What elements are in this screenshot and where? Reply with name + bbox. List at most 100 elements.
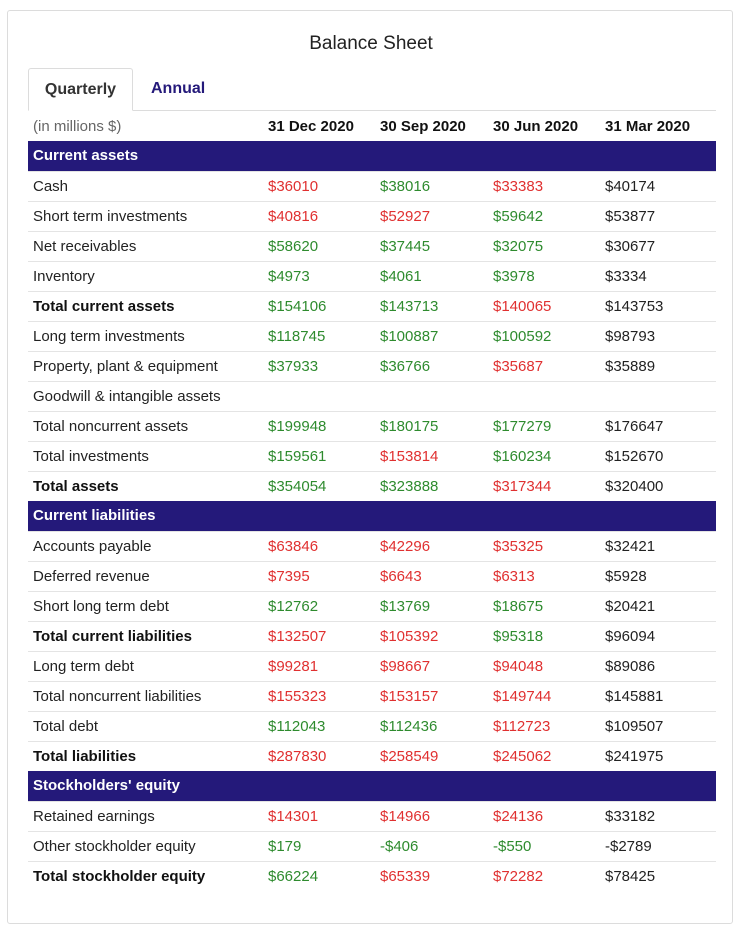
value-cell: $241975	[600, 740, 716, 771]
table-row: Short term investments $40816 $52927 $59642…	[28, 200, 716, 231]
row-label: Goodwill & intangible assets	[28, 380, 263, 411]
value-cell: $30677	[600, 230, 716, 261]
value-cell: $153157	[375, 680, 488, 711]
row-label: Total noncurrent assets	[28, 410, 263, 441]
row-label: Retained earnings	[28, 800, 263, 831]
value-cell: $35687	[488, 350, 600, 381]
value-cell: $3978	[488, 260, 600, 291]
table-row: Total noncurrent assets $199948 $180175 $17…	[28, 410, 716, 441]
tab-annual[interactable]: Annual	[151, 80, 206, 97]
value-cell: $32075	[488, 230, 600, 261]
value-cell: $179	[263, 830, 375, 861]
table-row: Long term debt $99281 $98667 $94048 $89086	[28, 650, 716, 681]
value-cell: $40174	[600, 170, 716, 201]
value-cell: $143753	[600, 290, 716, 321]
value-cell: $20421	[600, 590, 716, 621]
value-cell: $98667	[375, 650, 488, 681]
value-cell: $78425	[600, 860, 716, 891]
row-label: Long term debt	[28, 650, 263, 681]
value-cell: $320400	[600, 470, 716, 501]
value-cell: $100592	[488, 320, 600, 351]
section-header-row: Stockholders' equity	[28, 771, 716, 801]
value-cell: $180175	[375, 410, 488, 441]
table-row: Deferred revenue $7395 $6643 $6313 $5928	[28, 560, 716, 591]
row-label: Deferred revenue	[28, 560, 263, 591]
value-cell: $40816	[263, 200, 375, 231]
value-cell: $35325	[488, 530, 600, 561]
value-cell: $245062	[488, 740, 600, 771]
value-cell: $7395	[263, 560, 375, 591]
value-cell: $99281	[263, 650, 375, 681]
table-row: Short long term debt $12762 $13769 $18675 $2…	[28, 590, 716, 621]
value-cell: $143713	[375, 290, 488, 321]
value-cell: $287830	[263, 740, 375, 771]
row-label: Property, plant & equipment	[28, 350, 263, 381]
value-cell: $14966	[375, 800, 488, 831]
value-cell: $112043	[263, 710, 375, 741]
value-cell	[600, 380, 716, 411]
value-cell: $72282	[488, 860, 600, 891]
row-label: Total noncurrent liabilities	[28, 680, 263, 711]
value-cell: $37933	[263, 350, 375, 381]
value-cell: $96094	[600, 620, 716, 651]
table-row: Total liabilities $287830 $258549 $245062 $2…	[28, 740, 716, 771]
table-row: Net receivables $58620 $37445 $32075 $30677	[28, 230, 716, 261]
section-header-label: Stockholders' equity	[28, 771, 716, 801]
column-header: 31 Dec 2020	[268, 118, 354, 135]
row-label: Total current liabilities	[28, 620, 263, 651]
tab-bar: Quarterly Annual	[28, 68, 716, 111]
row-label: Total liabilities	[28, 740, 263, 771]
value-cell: $112436	[375, 710, 488, 741]
value-cell: $33182	[600, 800, 716, 831]
value-cell: $58620	[263, 230, 375, 261]
table-row: Other stockholder equity $179 -$406 -$550 -$…	[28, 830, 716, 861]
value-cell: $155323	[263, 680, 375, 711]
value-cell: $160234	[488, 440, 600, 471]
value-cell: $18675	[488, 590, 600, 621]
section-header-row: Current liabilities	[28, 501, 716, 531]
value-cell: $65339	[375, 860, 488, 891]
value-cell: $95318	[488, 620, 600, 651]
row-label: Cash	[28, 170, 263, 201]
value-cell: $176647	[600, 410, 716, 441]
table-row: Property, plant & equipment $37933 $36766 $…	[28, 350, 716, 381]
page-title: Balance Sheet	[309, 33, 433, 54]
value-cell: $177279	[488, 410, 600, 441]
value-cell: $118745	[263, 320, 375, 351]
column-header: 30 Sep 2020	[380, 118, 466, 135]
section-header-row: Current assets	[28, 141, 716, 171]
column-header: 31 Mar 2020	[605, 118, 691, 135]
value-cell: $14301	[263, 800, 375, 831]
balance-sheet-table: (in millions $) 31 Dec 2020 30 Sep 2020 …	[28, 112, 716, 891]
value-cell: $154106	[263, 290, 375, 321]
section-header-label: Current assets	[28, 141, 716, 171]
row-label: Total assets	[28, 470, 263, 501]
value-cell: $36010	[263, 170, 375, 201]
value-cell	[375, 380, 488, 411]
row-label: Short long term debt	[28, 590, 263, 621]
table-row: Total investments $159561 $153814 $160234 $1…	[28, 440, 716, 471]
value-cell: $145881	[600, 680, 716, 711]
table-body: Current assets Cash $36010 $38016 $33383 $401…	[28, 141, 716, 891]
value-cell: $4973	[263, 260, 375, 291]
value-cell: $258549	[375, 740, 488, 771]
row-label: Other stockholder equity	[28, 830, 263, 861]
row-label: Long term investments	[28, 320, 263, 351]
value-cell: $66224	[263, 860, 375, 891]
table-row: Total current liabilities $132507 $105392 $…	[28, 620, 716, 651]
tab-quarterly[interactable]: Quarterly	[28, 68, 133, 111]
value-cell: $12762	[263, 590, 375, 621]
value-cell: $98793	[600, 320, 716, 351]
row-label: Short term investments	[28, 200, 263, 231]
table-row: Total current assets $154106 $143713 $14006…	[28, 290, 716, 321]
value-cell: $100887	[375, 320, 488, 351]
table-row: Long term investments $118745 $100887 $1005…	[28, 320, 716, 351]
row-label: Total current assets	[28, 290, 263, 321]
table-row: Total debt $112043 $112436 $112723 $109507	[28, 710, 716, 741]
value-cell	[263, 380, 375, 411]
value-cell: $354054	[263, 470, 375, 501]
value-cell: $153814	[375, 440, 488, 471]
value-cell: $42296	[375, 530, 488, 561]
value-cell	[488, 380, 600, 411]
section-header-label: Current liabilities	[28, 501, 716, 531]
